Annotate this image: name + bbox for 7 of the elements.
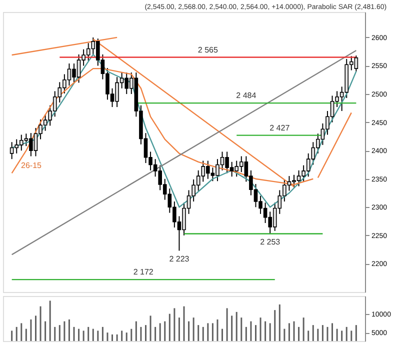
annotation: 26-15 bbox=[21, 161, 42, 170]
annotation: 2 223 bbox=[169, 254, 190, 264]
annotation: 2 172 bbox=[133, 268, 154, 277]
annotation: 2 427 bbox=[270, 123, 290, 132]
annotation: 2 565 bbox=[198, 45, 218, 54]
annotation: 2 484 bbox=[236, 91, 257, 100]
annotation: 2 253 bbox=[260, 238, 281, 247]
